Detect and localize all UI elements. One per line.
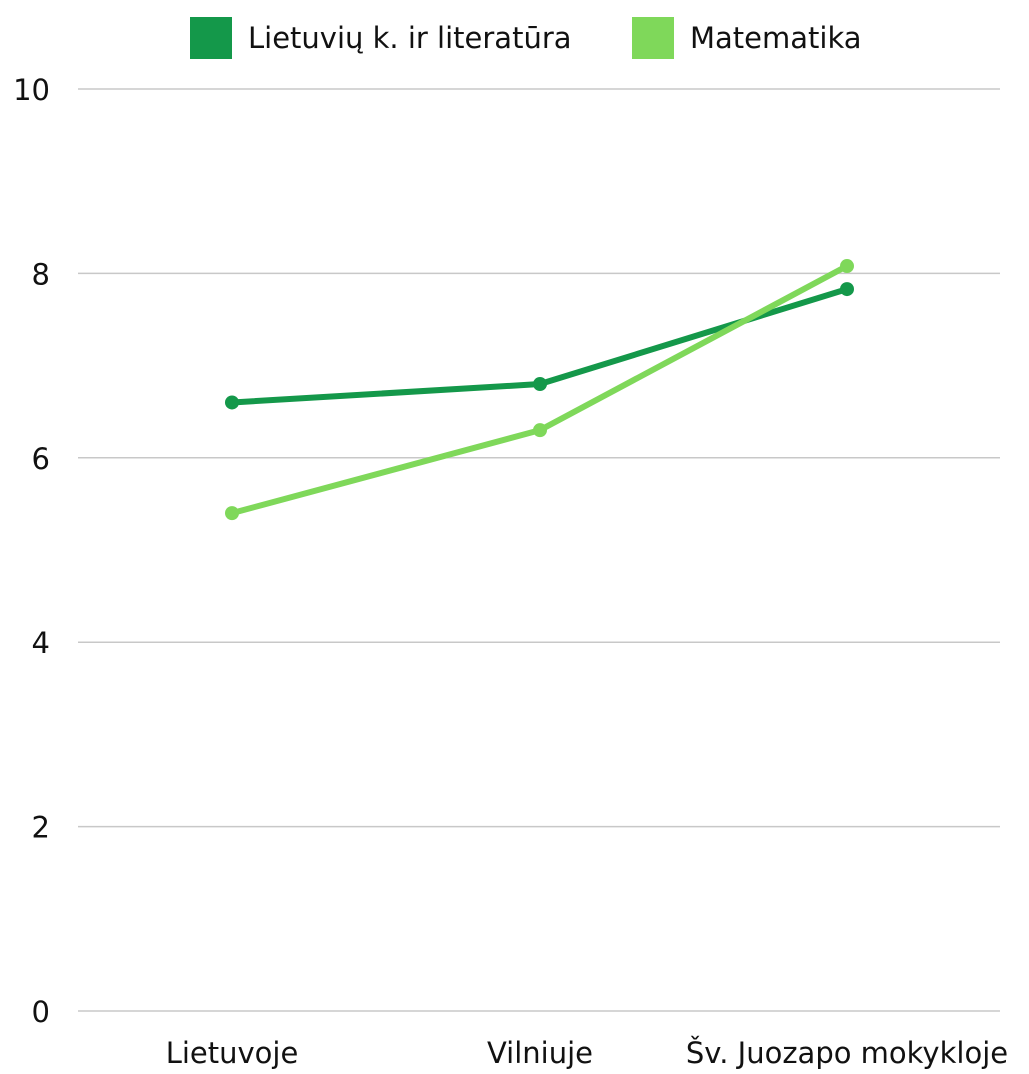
series-layer	[225, 259, 854, 521]
data-point	[225, 506, 239, 521]
x-category-label: Vilniuje	[487, 1036, 593, 1070]
x-category-label: Lietuvoje	[166, 1036, 299, 1070]
y-tick-label: 10	[13, 73, 50, 107]
legend-swatch	[190, 17, 232, 59]
data-point	[840, 259, 854, 274]
legend: Lietuvių k. ir literatūra Matematika	[190, 17, 862, 59]
y-tick-label: 0	[32, 995, 50, 1029]
y-tick-label: 2	[32, 811, 50, 845]
data-point	[533, 423, 547, 438]
y-axis: 0 2 4 6 8 10	[13, 73, 50, 1029]
gridlines	[78, 88, 1000, 1012]
legend-label: Lietuvių k. ir literatūra	[248, 21, 572, 55]
data-point	[533, 377, 547, 392]
y-tick-label: 4	[32, 626, 50, 660]
legend-swatch	[632, 17, 674, 59]
data-point	[225, 395, 239, 410]
y-tick-label: 8	[32, 257, 50, 291]
legend-label: Matematika	[690, 21, 862, 55]
y-tick-label: 6	[32, 442, 50, 476]
x-category-label: Šv. Juozapo mokykloje	[686, 1036, 1008, 1070]
data-point	[840, 282, 854, 297]
x-axis: Lietuvoje Vilniuje Šv. Juozapo mokykloje	[166, 1036, 1008, 1070]
